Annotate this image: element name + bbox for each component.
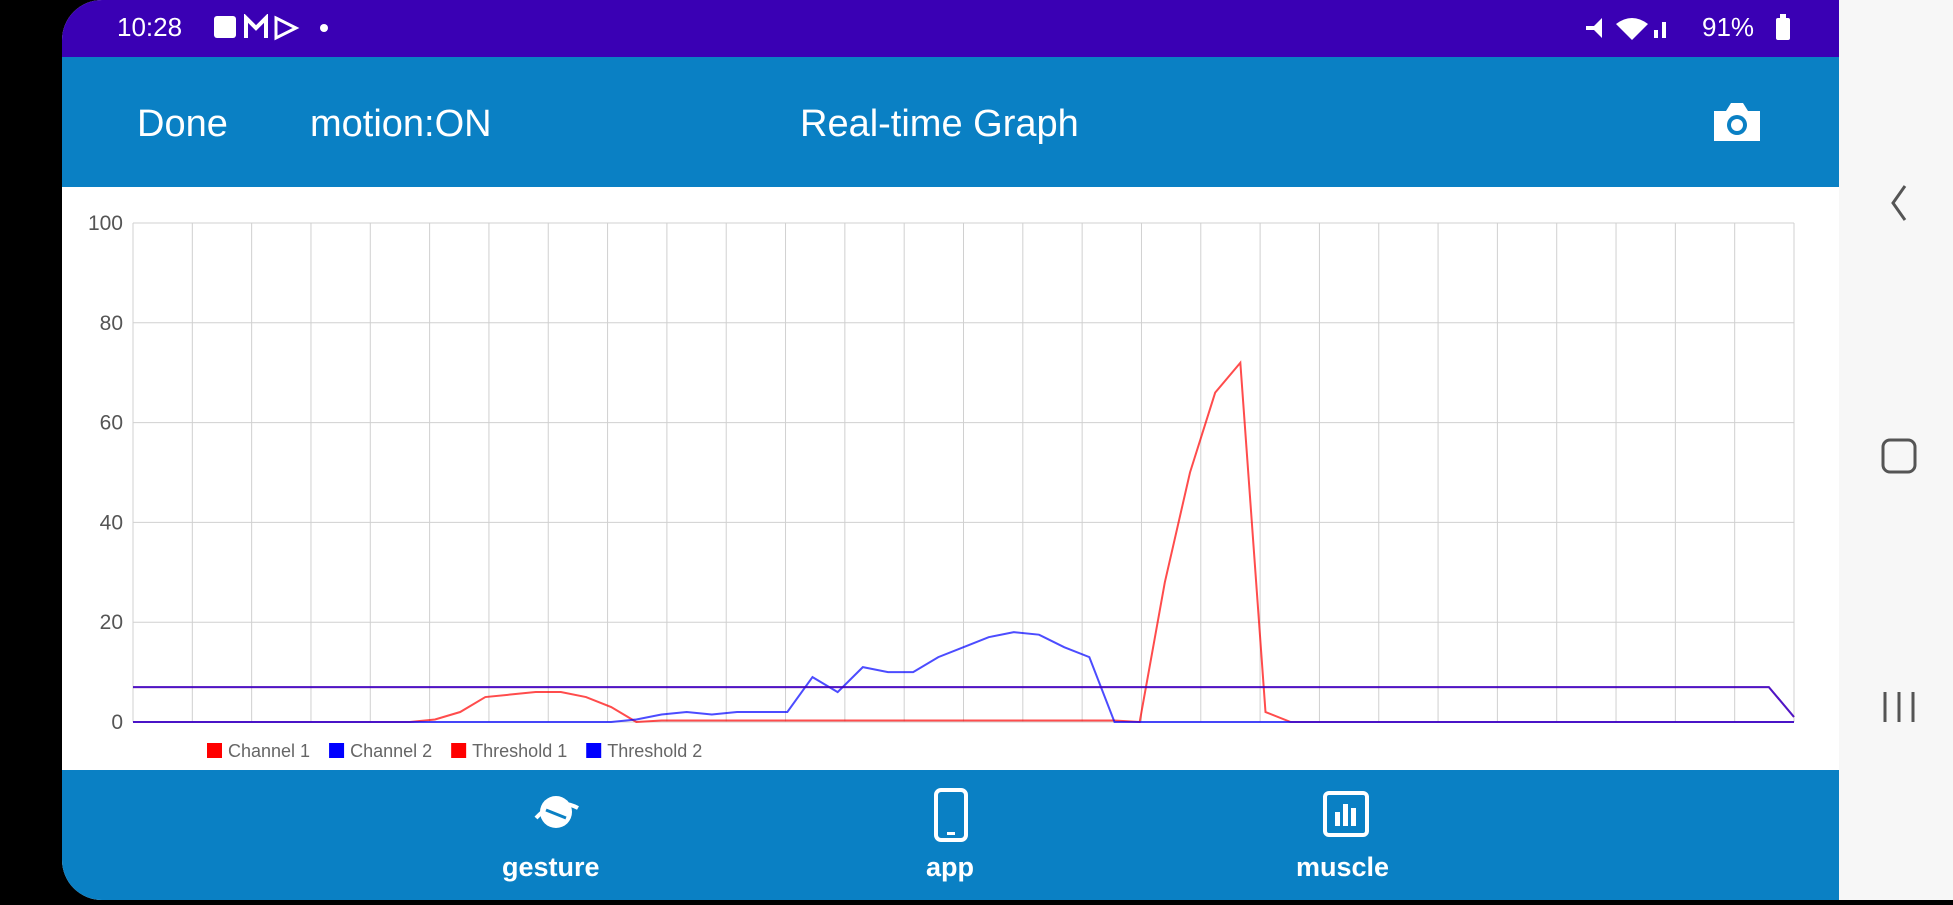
legend-label: Threshold 2	[607, 741, 702, 761]
gesture-icon[interactable]	[532, 788, 580, 836]
legend-swatch	[586, 743, 602, 758]
legend-swatch	[451, 743, 467, 758]
series-line	[133, 686, 1795, 718]
bottom-nav: gesture app muscle	[62, 770, 1839, 900]
done-button[interactable]: Done	[137, 103, 228, 145]
chart: 0 20 40 60 80 100 Channel 1 Channel 2 Threshold …	[88, 212, 1795, 761]
muscle-icon[interactable]	[1322, 790, 1370, 838]
y-tick-label: 20	[100, 611, 123, 634]
y-tick-label: 80	[100, 312, 123, 335]
y-tick-label: 60	[100, 412, 123, 435]
y-tick-label: 40	[100, 511, 123, 534]
legend-swatch	[207, 743, 222, 758]
app-tab[interactable]: app	[926, 852, 975, 882]
y-tick-label: 0	[111, 711, 123, 734]
battery-level: 91%	[1702, 12, 1755, 42]
series-line	[133, 631, 1794, 723]
motion-toggle[interactable]: motion:ON	[310, 103, 492, 145]
status-bar: 10:28 91%	[62, 0, 1839, 57]
clock: 10:28	[117, 12, 183, 42]
system-nav-icons	[1881, 185, 1917, 722]
y-tick-label: 100	[88, 212, 123, 235]
legend-label: Channel 2	[350, 741, 432, 761]
legend-label: Threshold 1	[472, 741, 567, 761]
battery-icon	[1776, 14, 1790, 40]
toolbar-title: Real-time Graph	[800, 103, 1079, 145]
gesture-tab[interactable]: gesture	[502, 852, 600, 882]
toolbar: Done motion:ON Real-time Graph	[62, 57, 1839, 187]
muscle-tab[interactable]: muscle	[1296, 852, 1390, 882]
legend-swatch	[329, 743, 345, 758]
app-window: 10:28 91% Done motion:ON Real-time Graph…	[62, 0, 1839, 900]
app-icon[interactable]	[932, 788, 972, 842]
camera-button[interactable]	[1710, 99, 1764, 145]
legend-label: Channel 1	[228, 741, 310, 761]
status-icons	[214, 14, 328, 41]
signal-icons	[1586, 18, 1666, 40]
system-nav-bar	[1839, 0, 1953, 900]
